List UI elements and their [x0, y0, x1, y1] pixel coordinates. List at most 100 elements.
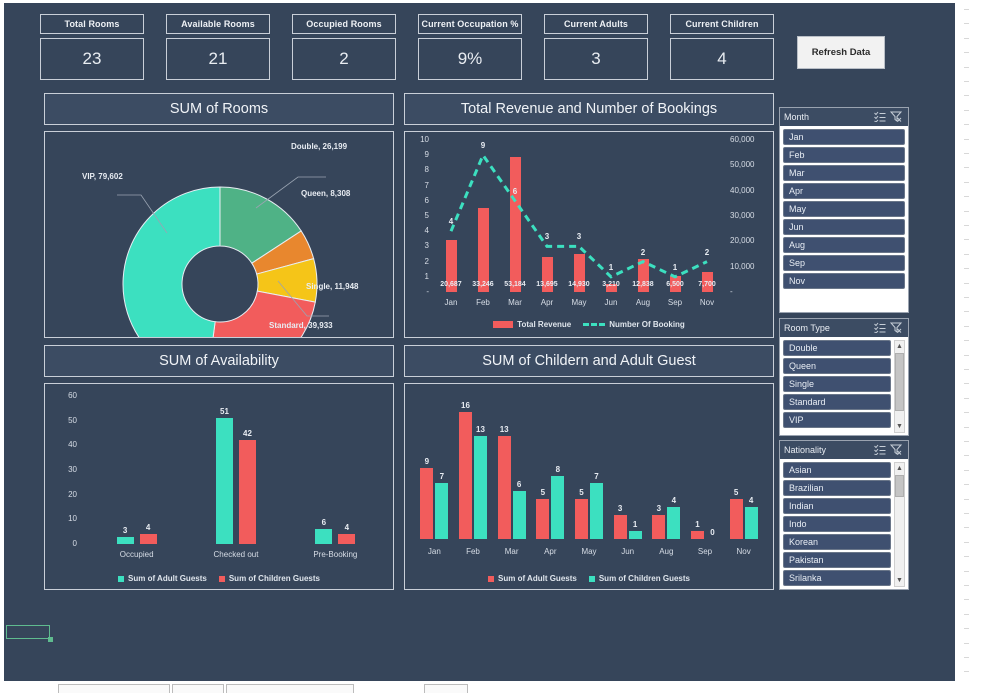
bookings-line — [449, 152, 708, 279]
multi-select-icon[interactable] — [872, 111, 888, 124]
slicer-item-jun[interactable]: Jun — [783, 219, 905, 235]
guests-bar-nov-1[interactable] — [744, 507, 758, 539]
slicer-item-aug[interactable]: Aug — [783, 237, 905, 253]
revenue-bar-mar[interactable] — [509, 157, 521, 292]
left-axis-tick: 8 — [424, 165, 429, 175]
slicer-item-single[interactable]: Single — [783, 376, 891, 392]
slicer-item-srilanka[interactable]: Srilanka — [783, 570, 891, 586]
slicer-item-nov[interactable]: Nov — [783, 273, 905, 289]
legend-item-adult-guests[interactable]: Sum of Adult Guests — [488, 574, 577, 583]
guests-bar-mar-1[interactable] — [512, 491, 526, 539]
slicer-room-type[interactable]: Room Type Double Queen Single Standard VIP ▲… — [779, 318, 909, 436]
guests-bar-jun-1[interactable] — [628, 531, 642, 539]
slicer-nationality[interactable]: Nationality Asian Brazilian Indian Indo Kore… — [779, 440, 909, 590]
slicer-item-jan[interactable]: Jan — [783, 129, 905, 145]
donut-slice-vip[interactable] — [122, 186, 221, 338]
gridline-tick — [964, 383, 969, 384]
category-label-checked-out: Checked out — [213, 550, 259, 559]
legend-item-children-guests[interactable]: Sum of Children Guests — [218, 574, 320, 583]
availability-bar-pre-booking-0[interactable] — [315, 529, 333, 544]
availability-bar-occupied-0[interactable] — [116, 536, 134, 544]
bookings-value-label: 9 — [480, 141, 486, 151]
legend-item-total-revenue[interactable]: Total Revenue — [493, 320, 571, 329]
revenue-bar-feb[interactable] — [477, 207, 489, 292]
availability-bar-pre-booking-1[interactable] — [338, 534, 356, 544]
guests-bar-mar-0[interactable] — [497, 435, 511, 539]
panel-title-sum-of-rooms: SUM of Rooms — [44, 93, 394, 125]
gridline-tick — [964, 412, 969, 413]
slicer-scrollbar[interactable]: ▲ ▼ — [894, 340, 905, 433]
slicer-item-standard[interactable]: Standard — [783, 394, 891, 410]
guests-bar-jan-0[interactable] — [420, 467, 434, 539]
scroll-down-arrow[interactable]: ▼ — [896, 423, 903, 430]
slicer-item-apr[interactable]: Apr — [783, 183, 905, 199]
slicer-item-korean[interactable]: Korean — [783, 534, 891, 550]
chart-revenue-bookings[interactable]: 10 9 8 7 6 5 4 3 2 1 - 60,000 50,000 40,000 30,000 20,… — [404, 131, 774, 338]
slicer-item-feb[interactable]: Feb — [783, 147, 905, 163]
guests-bar-aug-1[interactable] — [667, 507, 681, 539]
chart-sum-of-rooms[interactable]: Double, 26,199 Queen, 8,308 Single, 11,9… — [44, 131, 394, 338]
chart-children-adult-guests[interactable]: 9 7 16 13 13 6 5 8 5 7 3 1 3 4 1 0 5 4 Jan Feb Mar Apr May Jun… — [404, 383, 774, 590]
slicer-item-vip[interactable]: VIP — [783, 412, 891, 428]
guests-bar-jan-1[interactable] — [435, 483, 449, 539]
guests-bar-aug-0[interactable] — [652, 515, 666, 539]
scroll-thumb[interactable] — [895, 353, 904, 411]
guests-bar-jun-0[interactable] — [613, 515, 627, 539]
guests-bar-sep-0[interactable] — [691, 531, 704, 539]
slicer-item-double[interactable]: Double — [783, 340, 891, 356]
legend-item-number-of-booking[interactable]: Number Of Booking — [583, 320, 685, 329]
sheet-tab[interactable] — [424, 684, 468, 693]
slicer-scrollbar[interactable]: ▲ ▼ — [894, 462, 905, 587]
availability-bar-checked-out-1[interactable] — [239, 440, 256, 544]
vertical-scrollbar[interactable] — [955, 3, 969, 681]
legend-item-adult-guests[interactable]: Sum of Adult Guests — [118, 574, 207, 583]
legend-item-children-guests[interactable]: Sum of Children Guests — [588, 574, 690, 583]
scroll-thumb[interactable] — [895, 475, 904, 497]
slicer-item-may[interactable]: May — [783, 201, 905, 217]
revenue-value-label: 14,930 — [568, 281, 590, 288]
scroll-down-arrow[interactable]: ▼ — [896, 577, 903, 584]
guests-value-label: 7 — [594, 472, 599, 482]
revenue-bar-jun[interactable] — [605, 283, 617, 292]
kpi-card-total-rooms: Total Rooms 23 — [40, 14, 144, 80]
clear-filter-icon[interactable] — [888, 322, 904, 335]
slicer-item-indo[interactable]: Indo — [783, 516, 891, 532]
leader-double — [255, 176, 326, 209]
guests-bar-apr-1[interactable] — [551, 475, 565, 539]
slicer-item-pakistan[interactable]: Pakistan — [783, 552, 891, 568]
sheet-tab[interactable] — [172, 684, 224, 693]
slicer-item-sep[interactable]: Sep — [783, 255, 905, 271]
slicer-month[interactable]: Month Jan Feb Mar Apr May Jun Aug Sep Nov — [779, 107, 909, 313]
chart-sum-of-availability[interactable]: 60 50 40 30 20 10 0 3 4 51 42 6 4 Occupied Checked o… — [44, 383, 394, 590]
availability-bar-occupied-1[interactable] — [139, 534, 157, 544]
clear-filter-icon[interactable] — [888, 444, 904, 457]
multi-select-icon[interactable] — [872, 322, 888, 335]
guests-bar-feb-1[interactable] — [474, 435, 487, 539]
slicer-item-mar[interactable]: Mar — [783, 165, 905, 181]
availability-bar-checked-out-0[interactable] — [216, 418, 233, 544]
guests-bar-nov-0[interactable] — [729, 499, 743, 539]
active-cell-selection[interactable] — [6, 625, 53, 642]
gridline-tick — [964, 23, 969, 24]
refresh-data-button[interactable]: Refresh Data — [797, 36, 885, 69]
multi-select-icon[interactable] — [872, 444, 888, 457]
slicer-item-queen[interactable]: Queen — [783, 358, 891, 374]
scroll-up-arrow[interactable]: ▲ — [896, 343, 903, 350]
scroll-up-arrow[interactable]: ▲ — [896, 465, 903, 472]
donut-slice-standard[interactable] — [208, 290, 316, 338]
guests-bar-may-0[interactable] — [575, 499, 588, 539]
guests-bar-apr-0[interactable] — [536, 499, 550, 539]
guests-bar-feb-0[interactable] — [459, 412, 472, 539]
revenue-bar-nov[interactable] — [701, 272, 713, 292]
clear-filter-icon[interactable] — [888, 111, 904, 124]
sheet-tab[interactable] — [58, 684, 170, 693]
slicer-item-indian[interactable]: Indian — [783, 498, 891, 514]
sheet-tab[interactable] — [226, 684, 354, 693]
worksheet-canvas[interactable]: Total Rooms 23 Available Rooms 21 Occupi… — [4, 3, 969, 681]
left-axis-tick: 7 — [424, 180, 429, 190]
guests-bar-may-1[interactable] — [590, 483, 603, 539]
slicer-item-asian[interactable]: Asian — [783, 462, 891, 478]
revenue-bar-sep[interactable] — [669, 275, 681, 292]
slicer-item-brazilian[interactable]: Brazilian — [783, 480, 891, 496]
